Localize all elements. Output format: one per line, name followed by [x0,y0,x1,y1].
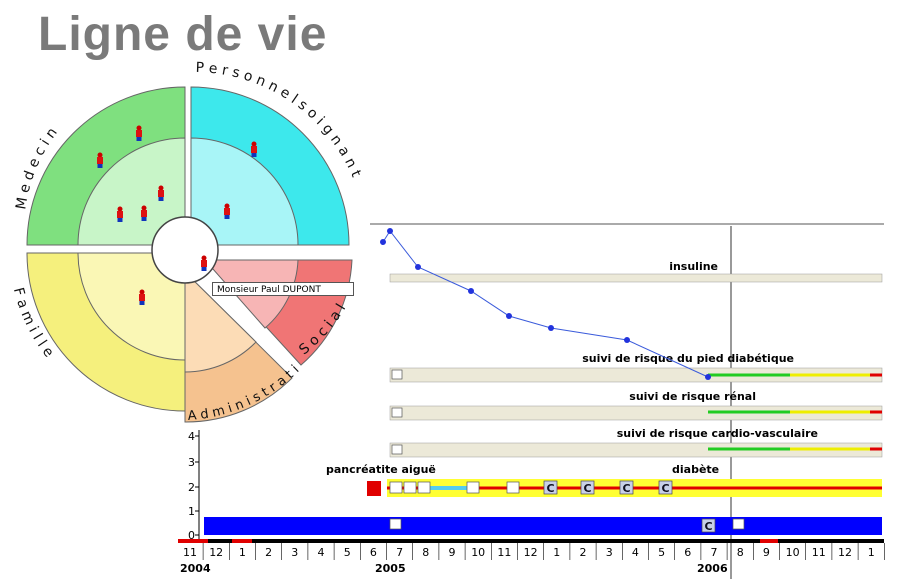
y-tick: 0 [188,529,195,542]
svg-text:C: C [622,482,630,495]
trend-point[interactable] [468,288,474,294]
doc-icon[interactable] [391,444,403,455]
svg-text:C: C [661,482,669,495]
year-label: 2006 [697,562,728,575]
month-tick: 2 [265,546,272,559]
month-tick: 1 [239,546,246,559]
consultation-icon[interactable]: C [619,480,634,495]
person-icon[interactable] [251,141,257,158]
month-tick: 5 [344,546,351,559]
y-tick: 3 [188,456,195,469]
trend-line [382,230,709,378]
consultation-icon[interactable]: C [658,480,673,495]
sector-famille-inner[interactable] [77,252,186,361]
month-tick: 7 [711,546,718,559]
doc-icon[interactable] [389,481,403,494]
month-tick: 12 [524,546,538,559]
doc-icon[interactable] [403,481,417,494]
month-tick: 6 [370,546,377,559]
month-tick: 9 [763,546,770,559]
page-title: Ligne de vie [38,8,328,61]
doc-icon[interactable] [391,369,403,380]
pathology-label-diabete: diabète [672,463,719,476]
month-tick: 3 [291,546,298,559]
y-tick: 2 [188,481,195,494]
pancreatite-marker[interactable] [367,481,381,496]
trend-point[interactable] [380,239,386,245]
base-band[interactable] [204,517,882,535]
year-label: 2004 [180,562,211,575]
consultation-icon[interactable]: C [543,480,558,495]
trend-point[interactable] [548,325,554,331]
svg-text:C: C [704,520,712,533]
doc-icon[interactable] [506,481,520,494]
month-tick: 10 [471,546,485,559]
y-tick: 1 [188,505,195,518]
doc-icon[interactable] [732,518,745,530]
svg-text:C: C [583,482,591,495]
person-icon[interactable] [158,185,164,202]
trend-point[interactable] [415,264,421,270]
track-label-cardio: suivi de risque cardio-vasculaire [617,427,818,440]
person-icon[interactable] [117,206,123,223]
month-tick: 1 [868,546,875,559]
track-label-insuline: insuline [669,260,718,273]
month-tick: 5 [658,546,665,559]
person-icon[interactable] [141,205,147,222]
person-icon[interactable] [139,289,145,306]
person-icon[interactable] [201,255,207,272]
trend-point[interactable] [624,337,630,343]
sector-administration-inner[interactable] [184,270,257,373]
trend-point[interactable] [387,228,393,234]
month-tick: 2 [580,546,587,559]
month-tick: 8 [737,546,744,559]
person-icon[interactable] [224,203,230,220]
trend-point[interactable] [705,374,711,380]
month-tick: 11 [183,546,197,559]
month-tick: 11 [812,546,826,559]
consultation-icon[interactable]: C [580,480,595,495]
person-icon[interactable] [136,125,142,142]
month-tick: 1 [553,546,560,559]
month-tick: 10 [786,546,800,559]
year-label: 2005 [375,562,406,575]
doc-icon[interactable] [389,518,402,530]
track-insuline[interactable] [389,273,883,283]
doc-icon[interactable] [391,407,403,418]
sector-medecin-inner[interactable] [77,137,186,246]
track-label-renal: suivi de risque rénal [629,390,756,403]
month-tick: 12 [838,546,852,559]
doc-icon[interactable] [417,481,431,494]
trend-point[interactable] [506,313,512,319]
month-tick: 4 [632,546,639,559]
x-axis-months: 11 12 1 2 3 4 5 6 7 8 9 10 11 12 1 2 3 4 5 6 7 8 9 10 11 12 1 [183,543,885,560]
track-label-pied: suivi de risque du pied diabétique [582,352,794,365]
y-tick: 4 [188,430,195,443]
month-tick: 9 [449,546,456,559]
month-tick: 11 [497,546,511,559]
doc-icon[interactable] [466,481,480,494]
month-tick: 8 [422,546,429,559]
month-tick: 7 [396,546,403,559]
month-tick: 3 [606,546,613,559]
svg-text:C: C [546,482,554,495]
month-tick: 4 [318,546,325,559]
contact-wheel: M e d e c i n P e r s o n n e l s o i g … [0,60,364,424]
month-tick: 6 [684,546,691,559]
person-icon[interactable] [97,152,103,169]
consultation-icon[interactable]: C [701,518,716,533]
sector-personnel-inner[interactable] [190,137,299,246]
patient-tooltip: Monsieur Paul DUPONT [212,282,354,296]
pathology-label-pancreatite: pancréatite aiguë [326,463,436,476]
month-tick: 12 [209,546,223,559]
